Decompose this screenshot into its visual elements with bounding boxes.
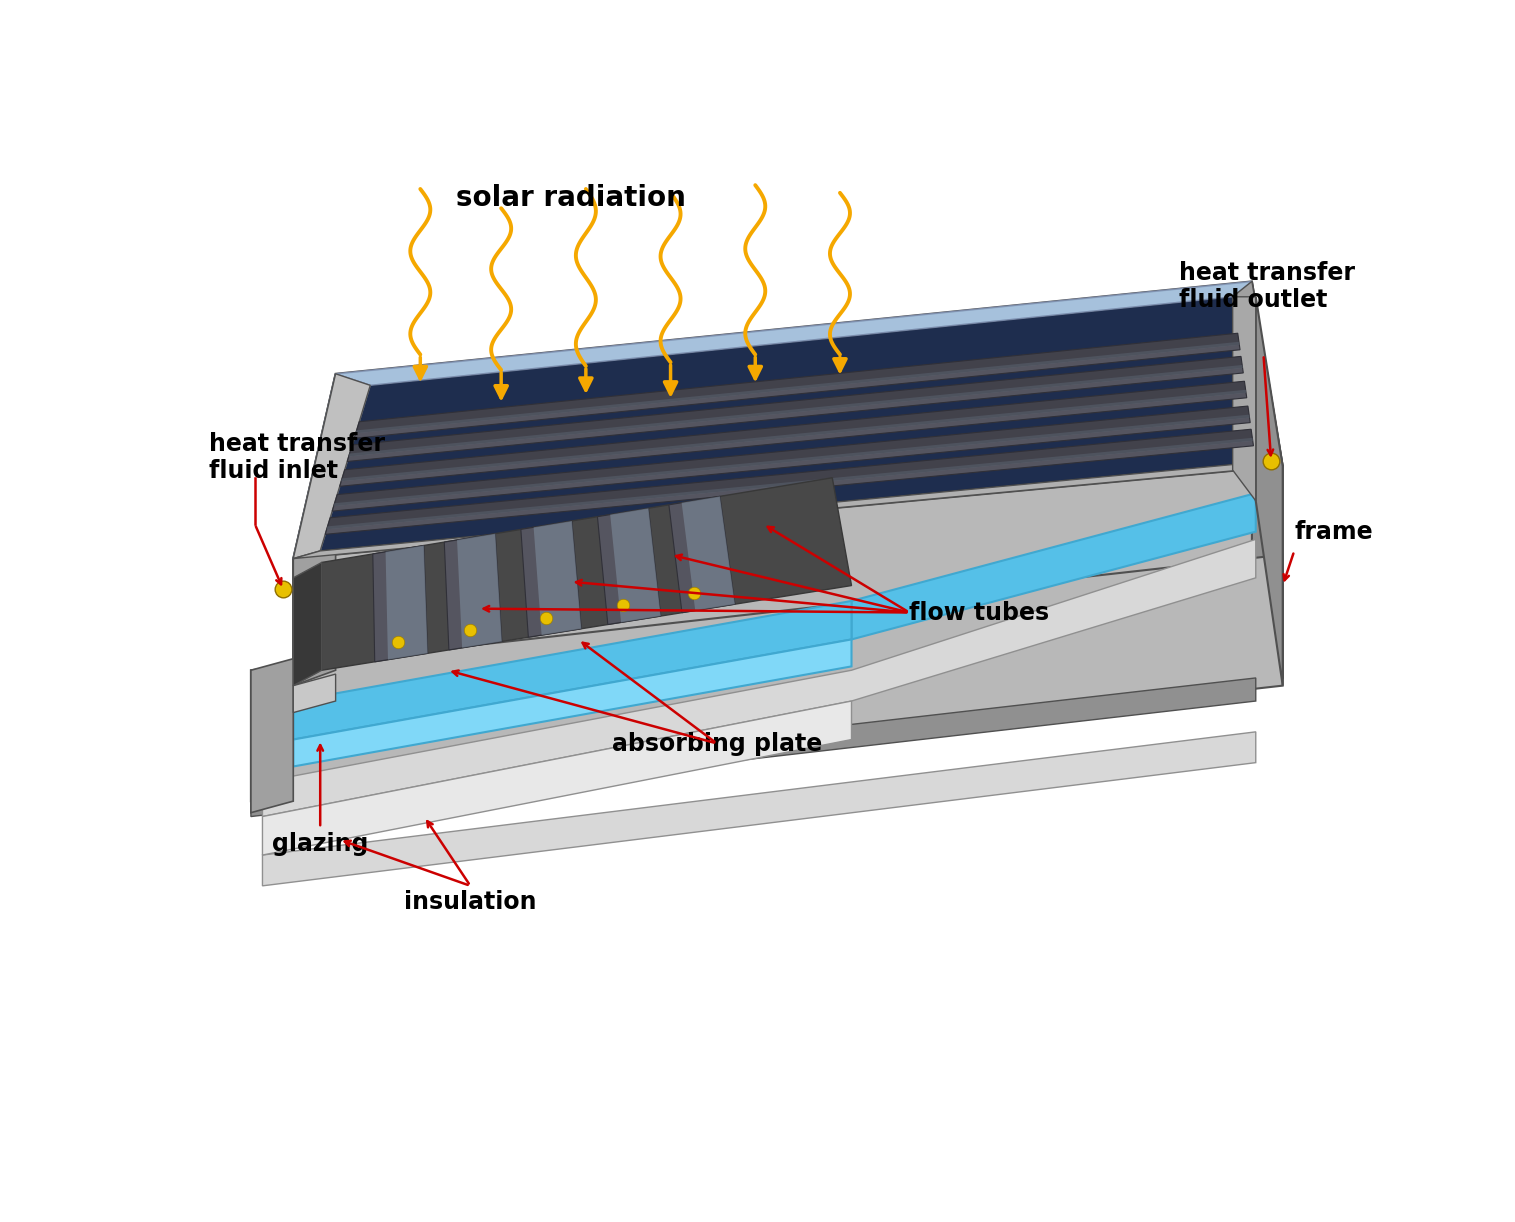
Polygon shape: [339, 381, 1247, 486]
Polygon shape: [444, 534, 501, 650]
Polygon shape: [348, 357, 1242, 457]
Polygon shape: [458, 534, 501, 648]
Polygon shape: [341, 390, 1245, 481]
Polygon shape: [327, 429, 1253, 529]
Text: flow tubes: flow tubes: [909, 601, 1050, 624]
Polygon shape: [294, 601, 851, 739]
Polygon shape: [262, 732, 1256, 886]
Polygon shape: [1251, 281, 1283, 678]
Polygon shape: [262, 701, 294, 778]
Polygon shape: [320, 297, 1256, 551]
Polygon shape: [294, 374, 370, 558]
Polygon shape: [341, 381, 1245, 481]
Polygon shape: [521, 521, 582, 637]
Polygon shape: [356, 342, 1239, 434]
Polygon shape: [332, 406, 1250, 511]
Polygon shape: [333, 414, 1250, 506]
Polygon shape: [327, 437, 1253, 529]
Polygon shape: [326, 429, 1253, 534]
Polygon shape: [355, 334, 1241, 439]
Polygon shape: [294, 639, 851, 766]
Polygon shape: [1233, 281, 1283, 466]
Text: absorbing plate: absorbing plate: [612, 732, 821, 756]
Polygon shape: [597, 508, 661, 624]
Polygon shape: [348, 365, 1242, 457]
Polygon shape: [373, 545, 427, 662]
Polygon shape: [251, 659, 294, 813]
Polygon shape: [294, 462, 1283, 558]
Polygon shape: [1256, 297, 1283, 686]
Polygon shape: [333, 406, 1250, 506]
Polygon shape: [294, 562, 321, 686]
Polygon shape: [321, 478, 851, 670]
Polygon shape: [533, 521, 582, 635]
Polygon shape: [294, 547, 336, 686]
Polygon shape: [851, 494, 1256, 639]
Polygon shape: [294, 281, 1283, 558]
Polygon shape: [294, 466, 1283, 778]
Polygon shape: [262, 701, 851, 855]
Polygon shape: [347, 357, 1244, 462]
Text: insulation: insulation: [405, 890, 536, 914]
Polygon shape: [1233, 297, 1256, 501]
Polygon shape: [251, 555, 1283, 802]
Text: frame: frame: [1294, 519, 1373, 544]
Polygon shape: [262, 539, 1256, 816]
Polygon shape: [356, 334, 1239, 434]
Polygon shape: [670, 496, 735, 612]
Text: solar radiation: solar radiation: [456, 183, 685, 211]
Text: heat transfer
fluid outlet: heat transfer fluid outlet: [1179, 260, 1354, 313]
Polygon shape: [336, 281, 1251, 385]
Polygon shape: [294, 374, 336, 778]
Polygon shape: [611, 508, 661, 622]
Text: glazing: glazing: [273, 832, 368, 855]
Polygon shape: [682, 496, 735, 611]
Text: heat transfer
fluid inlet: heat transfer fluid inlet: [209, 431, 385, 484]
Polygon shape: [294, 675, 336, 712]
Polygon shape: [251, 678, 1256, 816]
Polygon shape: [294, 374, 370, 558]
Polygon shape: [385, 545, 427, 660]
